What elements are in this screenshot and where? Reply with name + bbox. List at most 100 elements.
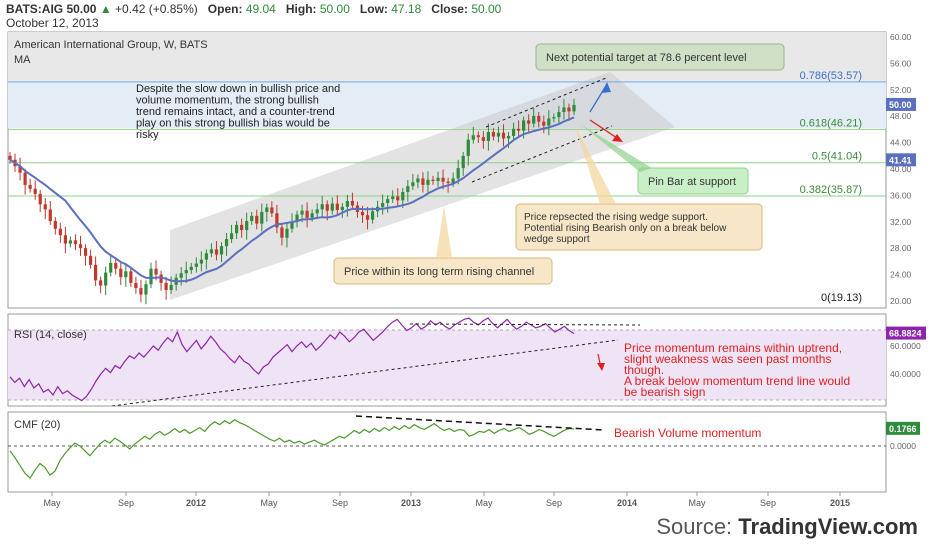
price-tick-label: 20.00 bbox=[890, 296, 912, 306]
symbol-header: BATS:AIG 50.00 ▲ +0.42 (+0.85%) Open: 49… bbox=[6, 2, 501, 16]
commentText-line: trend remains intact, and a counter-tren… bbox=[136, 106, 335, 118]
candle bbox=[431, 179, 435, 182]
candle bbox=[144, 284, 148, 295]
fib-level-label: 0.786(53.57) bbox=[800, 70, 862, 82]
candle bbox=[406, 186, 410, 192]
candle bbox=[446, 181, 450, 183]
candle bbox=[466, 139, 470, 156]
candle bbox=[219, 246, 224, 255]
candle bbox=[491, 132, 496, 137]
candle bbox=[88, 255, 93, 265]
rsi-resistance-line bbox=[409, 323, 641, 326]
bear-arrow bbox=[589, 119, 621, 141]
candle bbox=[365, 215, 370, 220]
price-tick-label: 56.00 bbox=[890, 58, 912, 68]
price-change: +0.42 (+0.85%) bbox=[115, 2, 198, 16]
candle bbox=[461, 155, 465, 169]
cmf-panel-title: CMF (20) bbox=[14, 419, 60, 431]
candle bbox=[416, 178, 420, 183]
cmf-trend-line bbox=[355, 415, 605, 431]
rsi-arrowhead-icon bbox=[597, 363, 605, 371]
candle bbox=[496, 132, 501, 137]
close-label: Close: bbox=[431, 2, 468, 16]
candle bbox=[572, 104, 576, 112]
wedge-callout bbox=[515, 203, 763, 251]
candle bbox=[119, 268, 123, 278]
source-brand: TradingView.com bbox=[738, 514, 918, 539]
candle bbox=[159, 274, 163, 283]
candle bbox=[199, 259, 203, 264]
x-tick-label: 2014 bbox=[617, 498, 637, 508]
candle bbox=[194, 263, 198, 267]
candle bbox=[421, 178, 425, 185]
open-value: 49.04 bbox=[245, 2, 276, 16]
candle bbox=[129, 271, 133, 283]
candle bbox=[542, 121, 546, 126]
candle bbox=[38, 193, 42, 205]
candle bbox=[8, 155, 12, 160]
candle bbox=[522, 120, 526, 131]
candle bbox=[295, 214, 299, 222]
candle bbox=[386, 199, 390, 203]
candle bbox=[501, 132, 506, 139]
candle bbox=[58, 228, 62, 236]
candle bbox=[345, 201, 349, 207]
fib-zone-mid bbox=[8, 80, 886, 128]
price-tick-label: 52.00 bbox=[890, 85, 912, 95]
candle bbox=[547, 118, 551, 126]
candle bbox=[43, 204, 47, 210]
rsi-trend-line bbox=[111, 339, 619, 406]
candle bbox=[552, 117, 556, 119]
candle bbox=[73, 240, 78, 245]
x-tick-label: Sep bbox=[332, 498, 348, 508]
price-badge-text: 50.00 bbox=[889, 100, 912, 110]
candle bbox=[360, 211, 365, 216]
cmf-note-text: Bearish Volume momentum bbox=[614, 426, 761, 440]
x-tick-label: Sep bbox=[546, 498, 562, 508]
candle bbox=[235, 224, 239, 234]
fib-level-label: 0.618(46.21) bbox=[800, 117, 862, 129]
candle bbox=[315, 209, 319, 214]
candle bbox=[214, 249, 219, 255]
candle bbox=[310, 213, 314, 218]
candle bbox=[260, 211, 264, 224]
high-value: 50.00 bbox=[319, 2, 350, 16]
candle bbox=[532, 115, 536, 124]
target-callout bbox=[535, 43, 785, 71]
candle bbox=[63, 235, 67, 244]
wedge-resistance-line bbox=[485, 77, 607, 128]
candle bbox=[33, 188, 37, 194]
candle bbox=[209, 249, 214, 254]
candle bbox=[381, 202, 385, 207]
candle bbox=[78, 244, 83, 249]
pin-bar-pointer bbox=[580, 124, 652, 172]
wedgeText-line: Potential rising Bearish only on a break… bbox=[524, 223, 727, 234]
candle bbox=[441, 177, 445, 182]
x-tick-label: 2012 bbox=[186, 498, 206, 508]
candle bbox=[396, 196, 400, 201]
x-tick-label: Sep bbox=[118, 498, 134, 508]
fib-level-label: 0.382(35.87) bbox=[800, 184, 862, 196]
candle bbox=[94, 264, 98, 281]
candle bbox=[265, 207, 269, 212]
candle bbox=[340, 206, 344, 211]
candle bbox=[149, 268, 153, 285]
price-tick-label: 44.00 bbox=[890, 138, 912, 148]
wedge-callout-text: Price repsected the rising wedge support… bbox=[523, 212, 727, 245]
candle bbox=[169, 284, 173, 291]
candle bbox=[28, 184, 32, 189]
candle bbox=[240, 224, 244, 231]
candle bbox=[179, 273, 183, 278]
price-tick-label: 28.00 bbox=[890, 243, 912, 253]
commentText-line: volume momentum, the strong bullish bbox=[136, 95, 319, 107]
candle bbox=[401, 191, 405, 201]
candle bbox=[134, 282, 138, 289]
rsi-badge bbox=[886, 326, 926, 340]
price-tick-label: 36.00 bbox=[890, 190, 912, 200]
candle bbox=[537, 115, 541, 122]
candle bbox=[527, 120, 531, 124]
high-label: High: bbox=[285, 2, 317, 16]
x-tick-label: 2013 bbox=[401, 498, 421, 508]
commentText-line: Despite the slow down in bullish price a… bbox=[136, 83, 340, 95]
